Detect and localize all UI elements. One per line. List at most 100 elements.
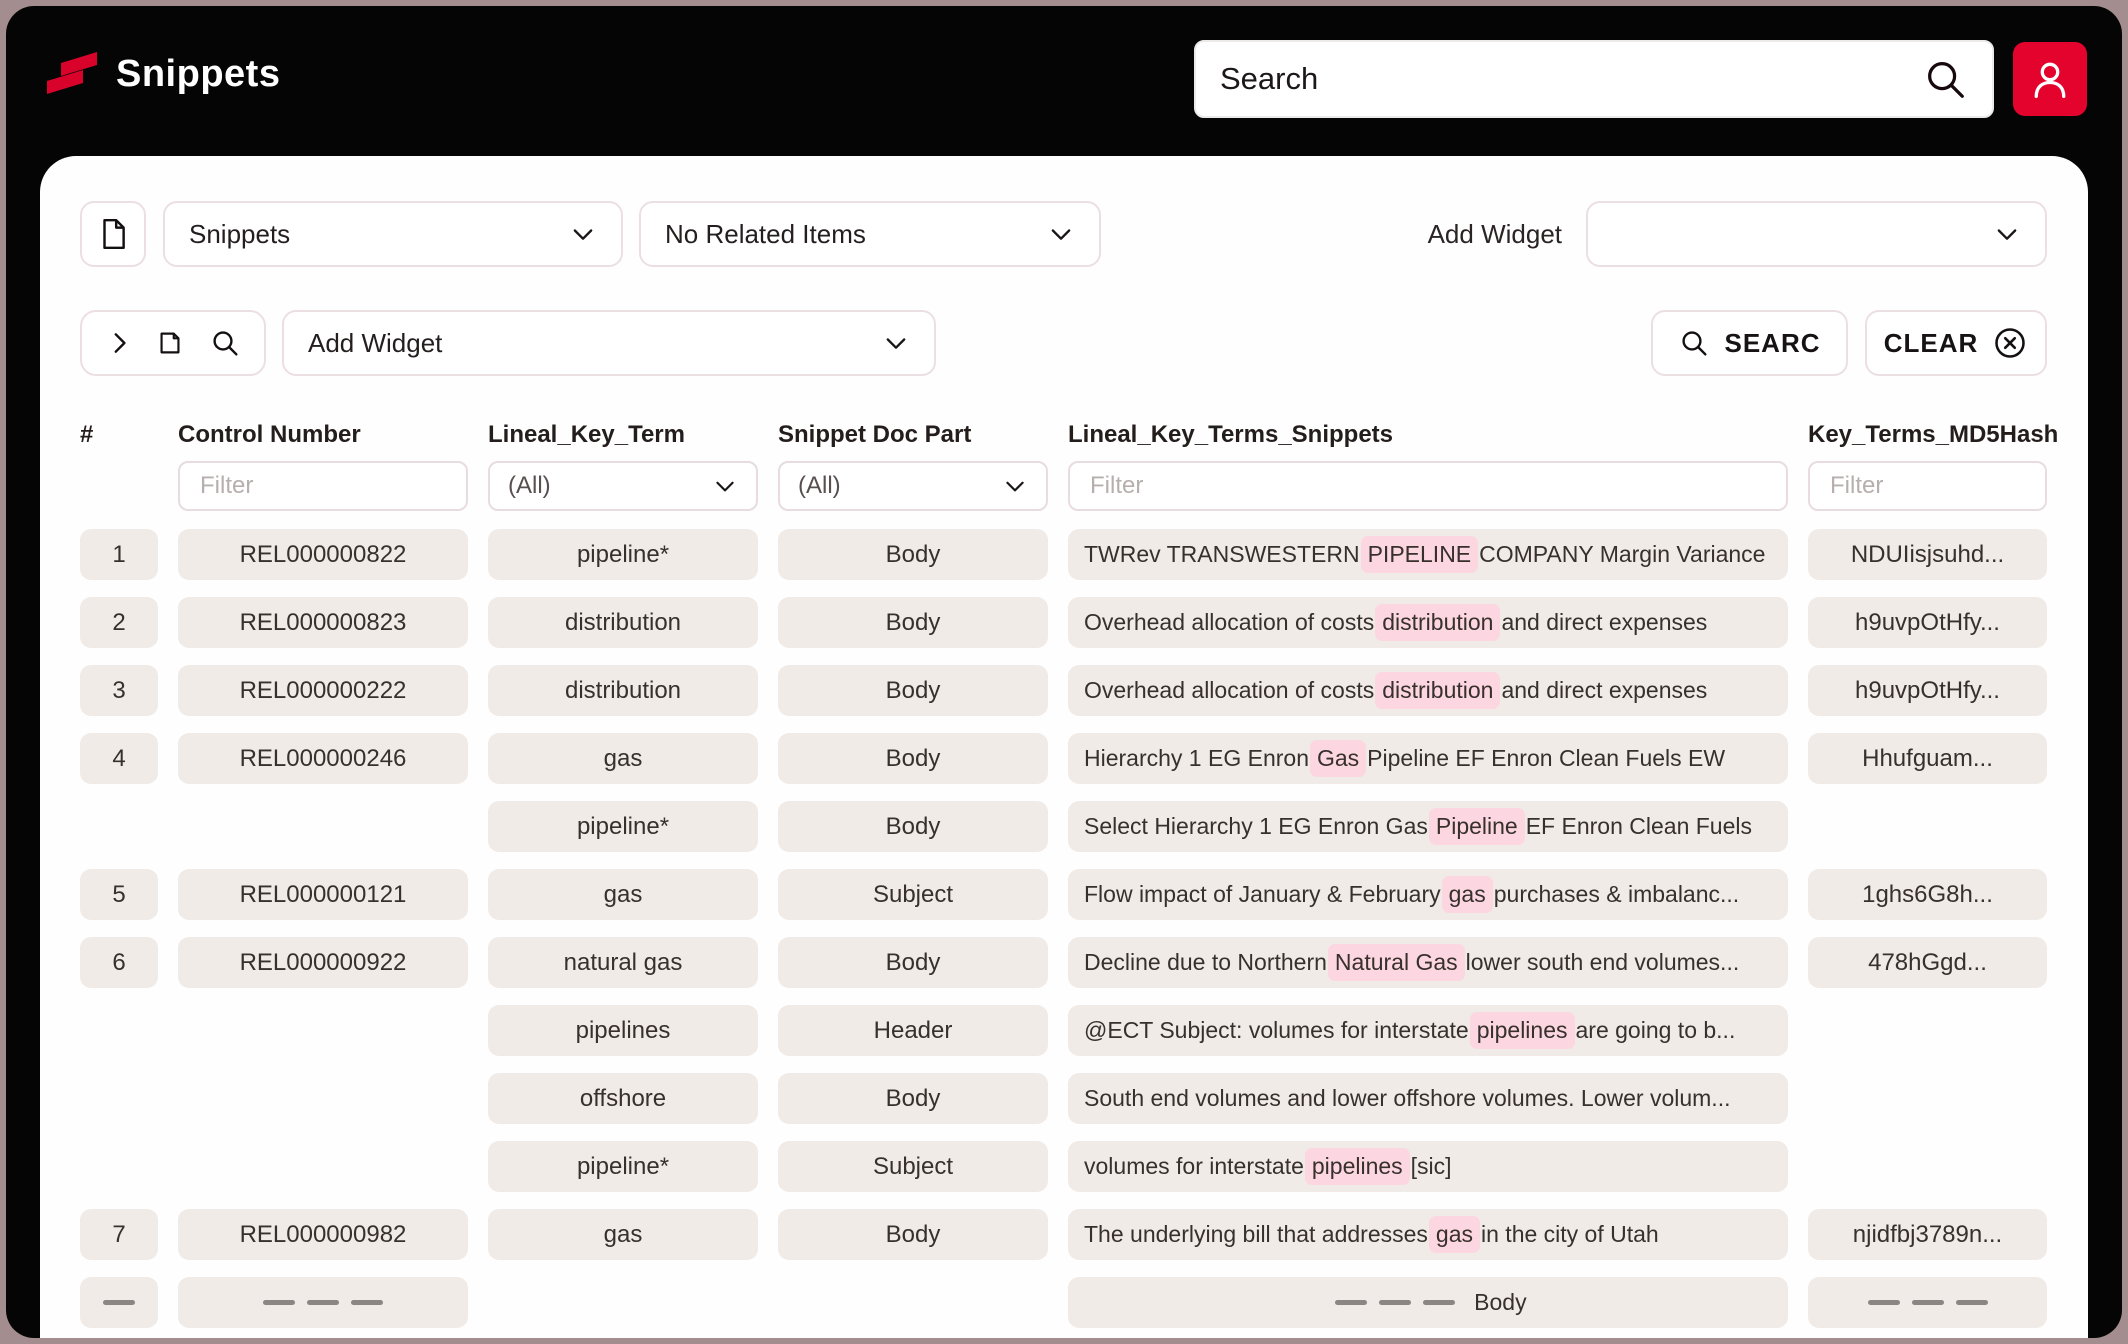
cell-row-number[interactable]: 4 [80,733,158,784]
search-button[interactable]: SEARC [1651,310,1848,376]
cell-row-number[interactable]: 5 [80,869,158,920]
cell-snippet-doc-part[interactable]: Header [778,1005,1048,1056]
filter-select-term[interactable]: (All) [488,461,758,511]
cell-control-number[interactable]: REL000000922 [178,937,468,988]
cell-lineal-key-term[interactable]: distribution [488,665,758,716]
column-header-num: # [80,421,94,448]
cell-snippet-text[interactable]: Select Hierarchy 1 EG Enron Gas Pipeline… [1068,801,1788,852]
related-items-select[interactable]: No Related Items [639,201,1101,267]
cell-row-number[interactable]: 1 [80,529,158,580]
cell-snippet-text[interactable]: The underlying bill that addresses gas i… [1068,1209,1788,1260]
snippet-text: EF Enron Clean Fuels [1525,813,1752,839]
cell-lineal-key-term[interactable]: offshore [488,1073,758,1124]
snippet-text: COMPANY Margin Variance [1479,541,1766,567]
filter-input-control[interactable] [178,461,468,511]
cell-snippet-doc-part[interactable]: Body [778,529,1048,580]
cell-snippet-doc-part[interactable]: Body [778,937,1048,988]
snippet-text: Hierarchy 1 EG Enron [1084,745,1309,771]
cell-lineal-key-term[interactable]: gas [488,1209,758,1260]
cell-md5-hash[interactable]: h9uvpOtHfy... [1808,665,2047,716]
cell-lineal-key-term[interactable]: pipeline* [488,529,758,580]
cell-control-number[interactable]: REL000000823 [178,597,468,648]
cell-control-number[interactable]: REL000000246 [178,733,468,784]
cell-snippet-doc-part[interactable]: Subject [778,1141,1048,1192]
document-button[interactable] [80,201,146,267]
cell-snippet-text[interactable]: Flow impact of January & February gas pu… [1068,869,1788,920]
chevron-down-icon [716,481,734,492]
placeholder-dash [103,1300,135,1305]
cell-control-number[interactable]: REL000000222 [178,665,468,716]
cell-snippet-text[interactable]: Body [1068,1277,1788,1328]
cell-row-number[interactable] [80,1277,158,1328]
cell-row-number[interactable]: 6 [80,937,158,988]
cell-lineal-key-term[interactable]: distribution [488,597,758,648]
cell-md5-hash[interactable]: njidfbj3789n... [1808,1209,2047,1260]
cell-snippet-doc-part[interactable]: Body [778,733,1048,784]
cell-control-number[interactable]: REL000000982 [178,1209,468,1260]
cell-md5-hash[interactable]: Hhufguam... [1808,733,2047,784]
cell-control-number[interactable] [178,1277,468,1328]
cell-md5-hash[interactable]: NDUIisjsuhd... [1808,529,2047,580]
cell-snippet-text[interactable]: volumes for interstate pipelines [sic] [1068,1141,1788,1192]
snippet-text: are going to b... [1575,1017,1736,1043]
cell-snippet-text[interactable]: @ECT Subject: volumes for interstate pip… [1068,1005,1788,1056]
document-icon[interactable] [155,328,185,358]
view-type-select[interactable]: Snippets [163,201,623,267]
filter-select-value: (All) [508,472,551,499]
cell-snippet-doc-part[interactable]: Body [778,801,1048,852]
cell-snippet-text[interactable]: South end volumes and lower offshore vol… [1068,1073,1788,1124]
cell-lineal-key-term[interactable]: gas [488,869,758,920]
column-header-part: Snippet Doc Part [778,421,972,448]
cell-row-number[interactable]: 3 [80,665,158,716]
clear-button[interactable]: CLEAR [1865,310,2047,376]
app-header: Snippets [6,6,2122,156]
brand-logo-icon [47,52,97,94]
cell-lineal-key-term[interactable]: natural gas [488,937,758,988]
cell-snippet-text[interactable]: Overhead allocation of costs distributio… [1068,597,1788,648]
cell-md5-hash[interactable]: h9uvpOtHfy... [1808,597,2047,648]
cell-snippet-text[interactable]: Hierarchy 1 EG Enron Gas Pipeline EF Enr… [1068,733,1788,784]
column-header-hash: Key_Terms_MD5Hash [1808,421,2059,448]
cell-control-number[interactable]: REL000000121 [178,869,468,920]
table-filter-row: (All) (All) [80,461,2047,511]
cell-md5-hash[interactable] [1808,1277,2047,1328]
cell-snippet-doc-part[interactable]: Body [778,665,1048,716]
filter-input-hash[interactable] [1808,461,2047,511]
cell-snippet-doc-part[interactable]: Subject [778,869,1048,920]
table-header-row: # Control Number Lineal_Key_Term Snippet Do… [80,421,2059,449]
cell-md5-hash[interactable]: 478hGgd... [1808,937,2047,988]
snippet-text: Decline due to Northern [1084,949,1327,975]
cell-empty [178,1073,468,1124]
global-search-input[interactable] [1220,61,1922,97]
cell-row-number[interactable]: 7 [80,1209,158,1260]
cell-snippet-text[interactable]: TWRev TRANSWESTERN PIPELINE COMPANY Marg… [1068,529,1788,580]
cell-lineal-key-term[interactable]: pipelines [488,1005,758,1056]
filter-input-snippet[interactable] [1068,461,1788,511]
filter-select-part[interactable]: (All) [778,461,1048,511]
placeholder-dash [307,1300,339,1305]
cell-lineal-key-term[interactable]: pipeline* [488,801,758,852]
clear-button-label: CLEAR [1883,327,1979,358]
cell-snippet-doc-part[interactable]: Body [778,1073,1048,1124]
view-type-select-value: Snippets [189,218,291,249]
cell-lineal-key-term[interactable]: gas [488,733,758,784]
user-avatar-button[interactable] [2013,42,2087,116]
add-widget-select[interactable] [1586,201,2047,267]
column-header-term: Lineal_Key_Term [488,421,685,448]
cell-lineal-key-term[interactable]: pipeline* [488,1141,758,1192]
cell-snippet-text[interactable]: Overhead allocation of costs distributio… [1068,665,1788,716]
search-icon[interactable] [209,327,241,359]
placeholder-dash [351,1300,383,1305]
cell-snippet-text[interactable]: Decline due to Northern Natural Gas lowe… [1068,937,1788,988]
cell-snippet-doc-part[interactable]: Body [778,597,1048,648]
chevron-down-icon [886,338,906,349]
highlighted-term: gas [1441,876,1493,913]
cell-row-number[interactable]: 2 [80,597,158,648]
cell-snippet-doc-part[interactable]: Body [778,1209,1048,1260]
content-card: Snippets No Related Items Add Widget [40,156,2088,1338]
cell-control-number[interactable]: REL000000822 [178,529,468,580]
snippet-text: @ECT Subject: volumes for interstate [1084,1017,1469,1043]
cell-md5-hash[interactable]: 1ghs6G8h... [1808,869,2047,920]
widget-select[interactable]: Add Widget [282,310,936,376]
expand-icon[interactable] [106,330,132,356]
